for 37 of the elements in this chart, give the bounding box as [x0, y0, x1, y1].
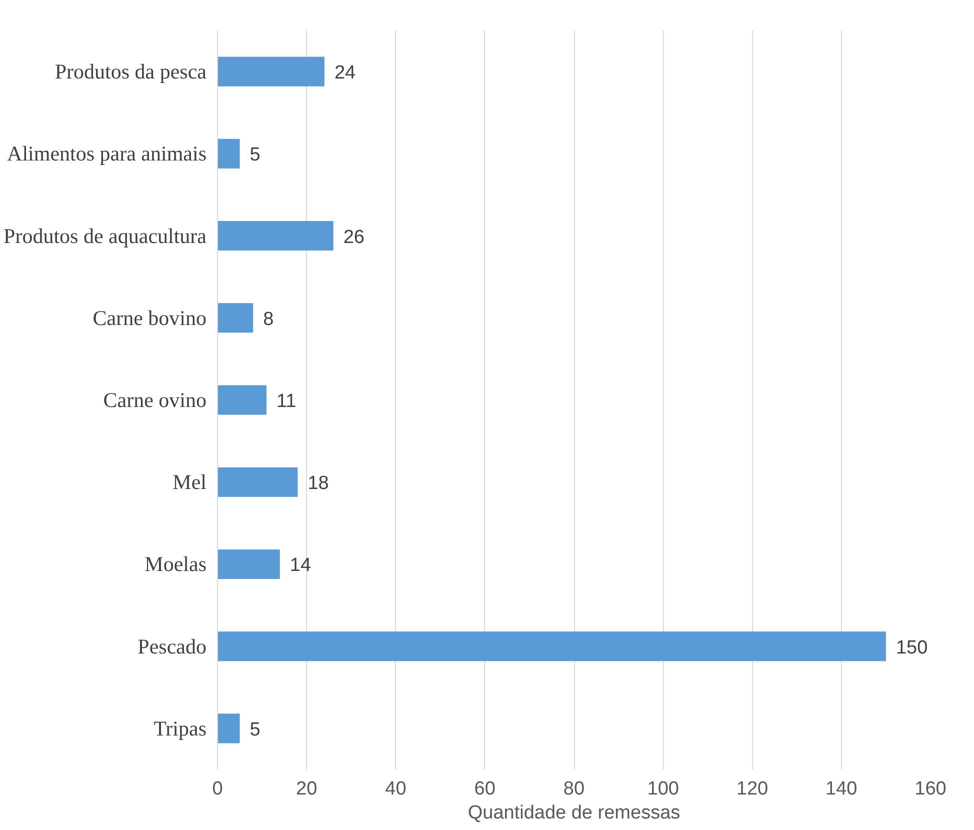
x-tick-label: 100: [647, 778, 679, 800]
data-label: 5: [250, 719, 260, 740]
data-label: 150: [896, 637, 928, 658]
y-tick-label: Carne bovino: [92, 306, 207, 330]
x-tick-label: 0: [212, 778, 223, 800]
data-label: 11: [276, 391, 296, 412]
y-tick-label: Moelas: [144, 552, 207, 576]
data-label: 14: [290, 555, 312, 576]
y-tick-label: Tripas: [154, 716, 207, 740]
bar: [218, 138, 240, 168]
bar: [218, 56, 324, 86]
y-tick-label: Mel: [172, 470, 207, 494]
bar: [218, 221, 334, 251]
x-tick-label: 20: [296, 778, 318, 800]
x-tick-label: 80: [563, 778, 585, 800]
x-tick-label: 60: [474, 778, 496, 800]
bar: [218, 549, 280, 579]
x-axis-title: Quantidade de remessas: [468, 802, 680, 824]
y-tick-label: Produtos da pesca: [54, 60, 208, 84]
x-tick-label: 120: [736, 778, 768, 800]
x-tick-label: 40: [385, 778, 406, 800]
bar: [218, 467, 298, 497]
y-tick-label: Alimentos para animais: [7, 142, 207, 166]
bar: [218, 714, 240, 744]
data-label: 26: [343, 226, 365, 248]
data-label: 8: [263, 308, 274, 330]
data-label: 5: [250, 144, 260, 166]
y-tick-label: Produtos de aquacultura: [4, 224, 208, 248]
y-tick-label: Carne ovino: [103, 388, 207, 412]
x-tick-label: 160: [914, 778, 946, 800]
bar: [218, 385, 267, 415]
data-label: 24: [334, 62, 356, 84]
bar: [218, 303, 254, 333]
y-tick-label: Pescado: [138, 634, 207, 658]
data-label: 18: [308, 473, 329, 494]
x-tick-label: 140: [826, 778, 858, 800]
bar: [218, 632, 886, 662]
